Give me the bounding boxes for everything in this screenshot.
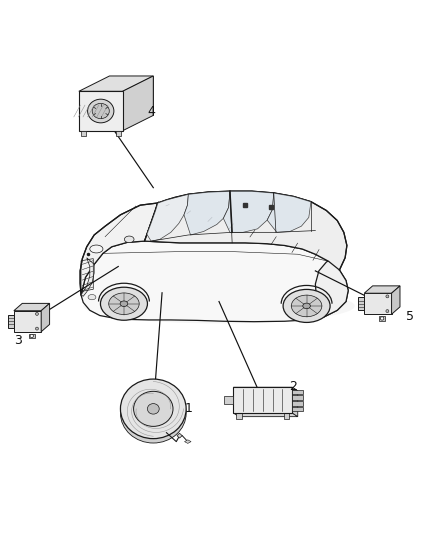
Polygon shape [177, 433, 182, 438]
Polygon shape [292, 395, 303, 400]
Polygon shape [364, 293, 392, 314]
Ellipse shape [291, 295, 322, 317]
Polygon shape [7, 315, 14, 328]
Ellipse shape [90, 245, 103, 253]
Ellipse shape [124, 236, 134, 243]
Polygon shape [292, 387, 298, 417]
Polygon shape [184, 191, 230, 235]
Polygon shape [116, 131, 121, 136]
Polygon shape [233, 413, 298, 417]
Ellipse shape [303, 303, 311, 309]
Polygon shape [14, 303, 49, 311]
Polygon shape [81, 131, 86, 136]
Polygon shape [28, 334, 35, 338]
Polygon shape [292, 390, 303, 394]
Circle shape [35, 327, 39, 330]
Polygon shape [358, 297, 364, 310]
Polygon shape [233, 387, 298, 391]
Polygon shape [364, 286, 400, 293]
Circle shape [386, 310, 389, 312]
Polygon shape [379, 317, 385, 320]
Polygon shape [79, 91, 123, 131]
Polygon shape [267, 193, 311, 232]
Polygon shape [184, 440, 191, 443]
Circle shape [30, 334, 33, 337]
Text: 3: 3 [14, 335, 21, 348]
Polygon shape [236, 413, 242, 419]
Ellipse shape [92, 103, 110, 119]
Polygon shape [14, 311, 41, 332]
Polygon shape [81, 258, 94, 296]
Polygon shape [81, 241, 348, 322]
Polygon shape [123, 76, 153, 131]
Text: 1: 1 [184, 402, 192, 415]
Ellipse shape [147, 403, 159, 414]
Polygon shape [315, 258, 348, 317]
Polygon shape [79, 76, 153, 91]
Ellipse shape [120, 379, 186, 439]
Text: 4: 4 [147, 104, 155, 117]
Polygon shape [284, 413, 290, 419]
Polygon shape [392, 286, 400, 314]
Polygon shape [233, 387, 292, 413]
Ellipse shape [120, 383, 186, 443]
Polygon shape [80, 203, 158, 295]
Text: 2: 2 [290, 381, 297, 393]
Ellipse shape [120, 301, 128, 306]
Polygon shape [224, 397, 233, 404]
Ellipse shape [88, 295, 96, 300]
Text: 5: 5 [406, 310, 413, 324]
Circle shape [386, 295, 389, 298]
Polygon shape [147, 194, 188, 241]
Ellipse shape [283, 289, 330, 322]
Polygon shape [41, 303, 49, 332]
Ellipse shape [88, 99, 114, 123]
Polygon shape [110, 76, 153, 115]
Polygon shape [223, 191, 274, 232]
Polygon shape [145, 191, 347, 270]
Circle shape [381, 317, 384, 320]
Ellipse shape [134, 391, 173, 426]
Ellipse shape [83, 288, 355, 324]
Ellipse shape [100, 287, 148, 320]
Polygon shape [292, 407, 303, 411]
Circle shape [35, 312, 39, 316]
Polygon shape [292, 401, 303, 406]
Ellipse shape [109, 293, 139, 314]
